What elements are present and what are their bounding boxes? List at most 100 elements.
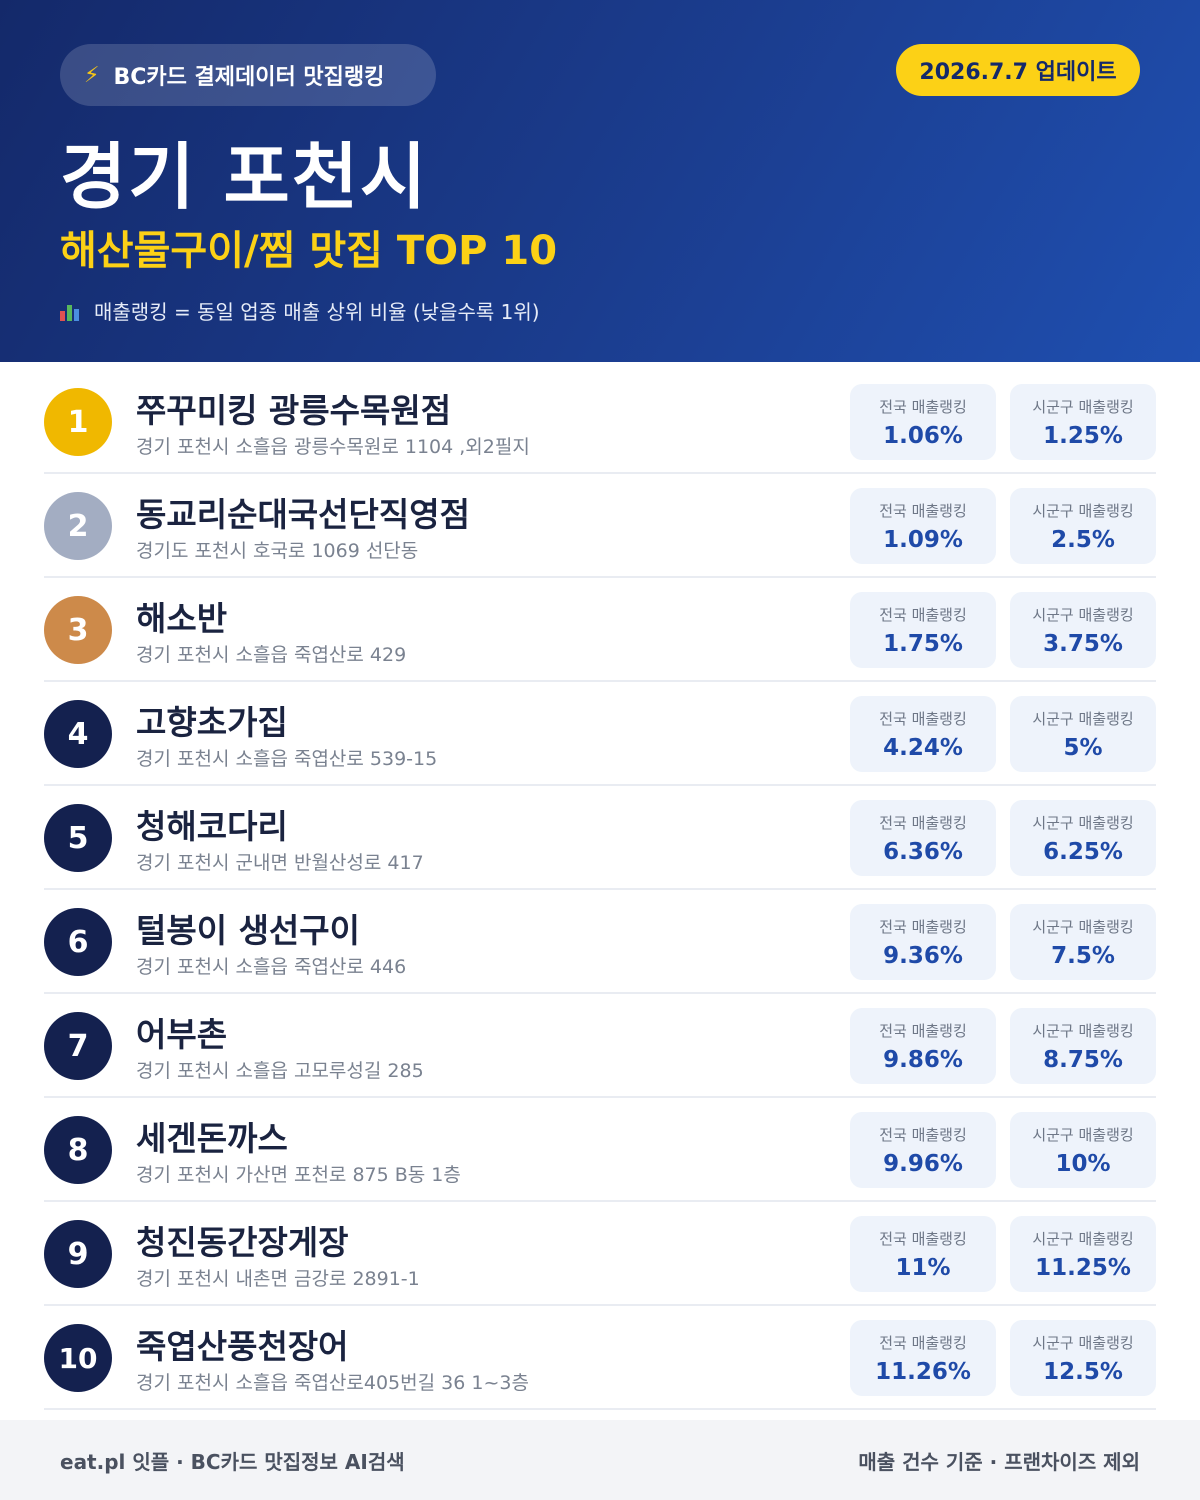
source-badge-text: BC카드 결제데이터 맛집랭킹 [113, 65, 385, 90]
national-rank-box-value: 4.24% [883, 734, 963, 761]
local-rank-box-value: 2.5% [1051, 526, 1115, 553]
local-rank-box-value: 12.5% [1043, 1358, 1123, 1385]
national-rank-box-label: 전국 매출랭킹 [879, 1333, 967, 1352]
national-rank-box-label: 전국 매출랭킹 [879, 1229, 967, 1248]
rank-medal: 5 [44, 804, 112, 872]
restaurant-name[interactable]: 세겐돈까스 [136, 1119, 288, 1158]
national-rank-box: 전국 매출랭킹 4.24% [850, 696, 996, 772]
local-rank-box: 시군구 매출랭킹 1.25% [1010, 384, 1156, 460]
local-rank-box: 시군구 매출랭킹 12.5% [1010, 1320, 1156, 1396]
local-rank-box-value: 11.25% [1035, 1254, 1131, 1281]
local-rank-box-label: 시군구 매출랭킹 [1032, 1229, 1134, 1248]
rank-medal: 7 [44, 1012, 112, 1080]
ranking-note-text: 매출랭킹 = 동일 업종 매출 상위 비율 (낮을수록 1위) [94, 300, 540, 324]
local-rank-box-value: 1.25% [1043, 422, 1123, 449]
restaurant-address: 경기 포천시 소흘읍 죽엽산로 446 [136, 956, 407, 978]
city-title: 경기 포천시 [60, 135, 429, 219]
restaurant-name[interactable]: 청진동간장게장 [136, 1223, 349, 1262]
local-rank-box-value: 8.75% [1043, 1046, 1123, 1073]
local-rank-box-label: 시군구 매출랭킹 [1032, 1333, 1134, 1352]
local-rank-box-label: 시군구 매출랭킹 [1032, 1021, 1134, 1040]
local-rank-box-label: 시군구 매출랭킹 [1032, 917, 1134, 936]
local-rank-box: 시군구 매출랭킹 11.25% [1010, 1216, 1156, 1292]
local-rank-box-label: 시군구 매출랭킹 [1032, 1125, 1134, 1144]
rank-medal: 3 [44, 596, 112, 664]
local-rank-box-value: 7.5% [1051, 942, 1115, 969]
local-rank-box-label: 시군구 매출랭킹 [1032, 709, 1134, 728]
ranking-note: 매출랭킹 = 동일 업종 매출 상위 비율 (낮을수록 1위) [60, 296, 540, 325]
local-rank-box: 시군구 매출랭킹 6.25% [1010, 800, 1156, 876]
national-rank-box: 전국 매출랭킹 6.36% [850, 800, 996, 876]
restaurant-address: 경기 포천시 소흘읍 광릉수목원로 1104 ,외2필지 [136, 436, 530, 458]
restaurant-address: 경기 포천시 가산면 포천로 875 B동 1층 [136, 1164, 461, 1186]
restaurant-address: 경기 포천시 소흘읍 죽엽산로 539-15 [136, 748, 438, 770]
rank-medal: 2 [44, 492, 112, 560]
national-rank-box-value: 9.36% [883, 942, 963, 969]
restaurant-name[interactable]: 동교리순대국선단직영점 [136, 495, 470, 534]
restaurant-name[interactable]: 털봉이 생선구이 [136, 911, 361, 950]
national-rank-box-label: 전국 매출랭킹 [879, 917, 967, 936]
rank-medal: 8 [44, 1116, 112, 1184]
national-rank-box: 전국 매출랭킹 9.96% [850, 1112, 996, 1188]
restaurant-name[interactable]: 해소반 [136, 599, 228, 638]
national-rank-box-value: 1.06% [883, 422, 963, 449]
rank-medal: 9 [44, 1220, 112, 1288]
restaurant-name[interactable]: 쭈꾸미킹 광릉수목원점 [136, 391, 452, 430]
local-rank-box: 시군구 매출랭킹 2.5% [1010, 488, 1156, 564]
restaurant-address: 경기 포천시 소흘읍 죽엽산로405번길 36 1~3층 [136, 1372, 529, 1394]
national-rank-box-label: 전국 매출랭킹 [879, 605, 967, 624]
local-rank-box-value: 5% [1063, 734, 1103, 761]
footer-criteria: 매출 건수 기준 · 프랜차이즈 제외 [858, 1450, 1140, 1474]
national-rank-box: 전국 매출랭킹 9.36% [850, 904, 996, 980]
local-rank-box: 시군구 매출랭킹 10% [1010, 1112, 1156, 1188]
national-rank-box-label: 전국 매출랭킹 [879, 813, 967, 832]
restaurant-name[interactable]: 죽엽산풍천장어 [136, 1327, 349, 1366]
national-rank-box: 전국 매출랭킹 1.75% [850, 592, 996, 668]
lightning-icon: ⚡ [84, 62, 100, 88]
national-rank-box-value: 1.09% [883, 526, 963, 553]
local-rank-box: 시군구 매출랭킹 3.75% [1010, 592, 1156, 668]
national-rank-box: 전국 매출랭킹 11% [850, 1216, 996, 1292]
rank-medal: 1 [44, 388, 112, 456]
restaurant-address: 경기 포천시 소흘읍 죽엽산로 429 [136, 644, 407, 666]
local-rank-box-label: 시군구 매출랭킹 [1032, 813, 1134, 832]
restaurant-name[interactable]: 고향초가집 [136, 703, 288, 742]
restaurant-name[interactable]: 청해코다리 [136, 807, 288, 846]
national-rank-box-value: 9.96% [883, 1150, 963, 1177]
national-rank-box-value: 11% [895, 1254, 951, 1281]
national-rank-box-label: 전국 매출랭킹 [879, 397, 967, 416]
national-rank-box: 전국 매출랭킹 11.26% [850, 1320, 996, 1396]
local-rank-box-label: 시군구 매출랭킹 [1032, 501, 1134, 520]
source-badge: ⚡ BC카드 결제데이터 맛집랭킹 [60, 44, 436, 106]
local-rank-box: 시군구 매출랭킹 5% [1010, 696, 1156, 772]
rank-medal: 10 [44, 1324, 112, 1392]
restaurant-address: 경기 포천시 소흘읍 고모루성길 285 [136, 1060, 424, 1082]
rank-medal: 4 [44, 700, 112, 768]
national-rank-box-label: 전국 매출랭킹 [879, 709, 967, 728]
local-rank-box-label: 시군구 매출랭킹 [1032, 605, 1134, 624]
restaurant-name[interactable]: 어부촌 [136, 1015, 228, 1054]
list-item[interactable]: 5 청해코다리 경기 포천시 군내면 반월산성로 417 전국 매출랭킹 6.36% 시군… [44, 786, 1156, 890]
list-item[interactable]: 2 동교리순대국선단직영점 경기도 포천시 호국로 1069 선단동 전국 매출랭킹 1… [44, 474, 1156, 578]
national-rank-box-value: 11.26% [875, 1358, 971, 1385]
restaurant-address: 경기 포천시 내촌면 금강로 2891-1 [136, 1268, 420, 1290]
national-rank-box-value: 1.75% [883, 630, 963, 657]
national-rank-box: 전국 매출랭킹 1.09% [850, 488, 996, 564]
footer: eat.pl 잇플 · BC카드 맛집정보 AI검색 매출 건수 기준 · 프랜… [0, 1420, 1200, 1500]
local-rank-box: 시군구 매출랭킹 8.75% [1010, 1008, 1156, 1084]
national-rank-box: 전국 매출랭킹 9.86% [850, 1008, 996, 1084]
list-item[interactable]: 7 어부촌 경기 포천시 소흘읍 고모루성길 285 전국 매출랭킹 9.86% 시군구 … [44, 994, 1156, 1098]
category-subtitle: 해산물구이/찜 맛집 TOP 10 [60, 228, 558, 274]
rank-medal: 6 [44, 908, 112, 976]
national-rank-box-label: 전국 매출랭킹 [879, 1125, 967, 1144]
local-rank-box-label: 시군구 매출랭킹 [1032, 397, 1134, 416]
header-banner: ⚡ BC카드 결제데이터 맛집랭킹 2026.7.7 업데이트 경기 포천시 해… [0, 0, 1200, 362]
